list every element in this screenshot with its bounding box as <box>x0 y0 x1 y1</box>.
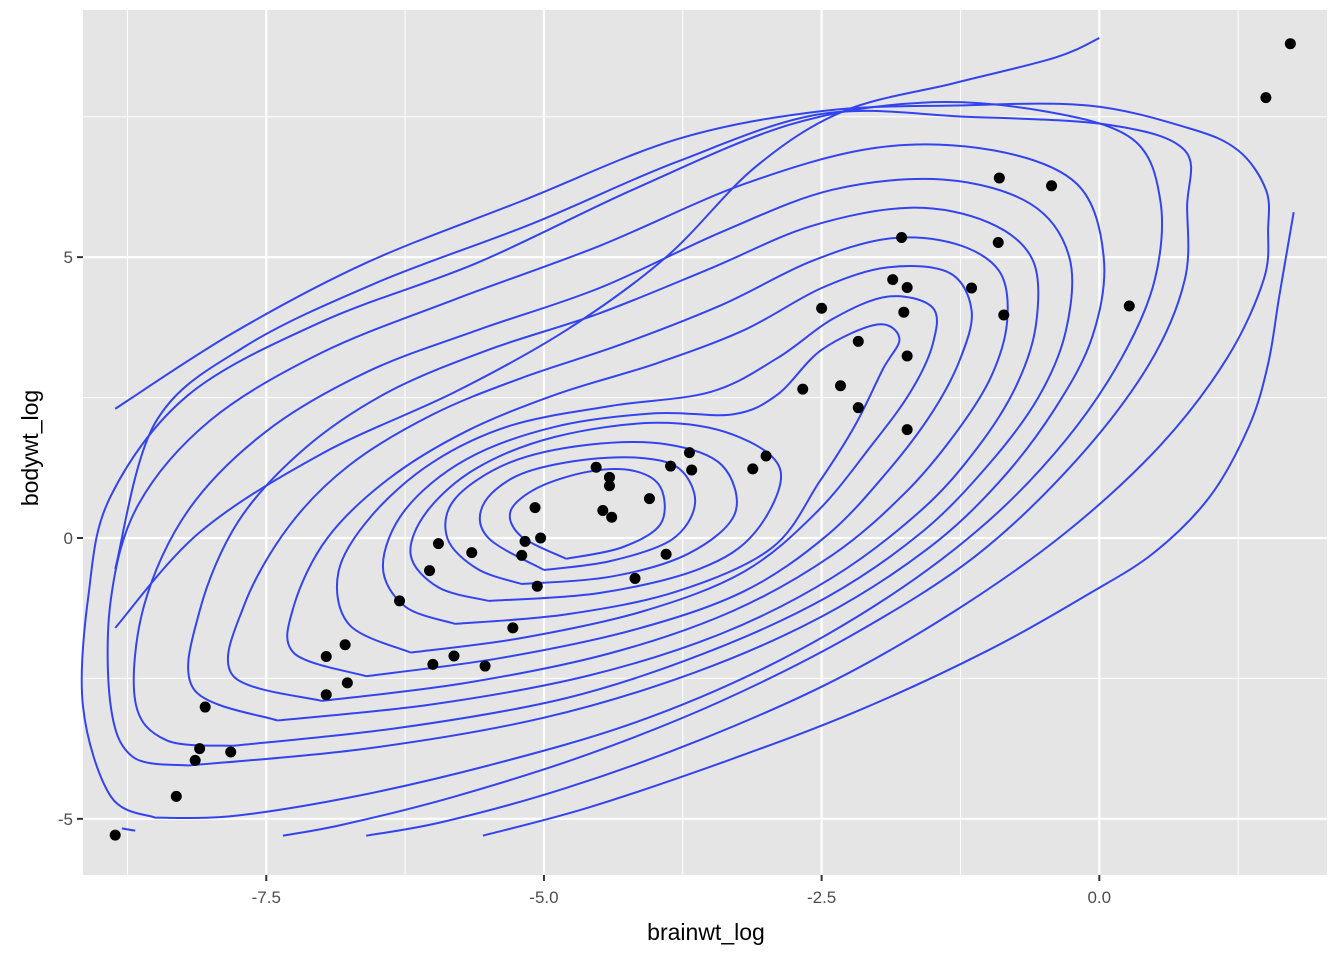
data-point-47 <box>966 282 978 294</box>
x-axis: -7.5 -5.0 -2.5 0.0 <box>252 875 1111 907</box>
minor-gridlines <box>83 10 1327 875</box>
contour-line-0 <box>508 468 666 560</box>
data-point-48 <box>993 172 1005 184</box>
data-point-22 <box>535 532 547 544</box>
data-point-5 <box>225 746 237 758</box>
contour-line-13 <box>114 109 1193 837</box>
data-point-45 <box>901 350 913 362</box>
data-point-29 <box>643 493 655 505</box>
data-points <box>109 38 1296 841</box>
data-point-42 <box>896 231 908 243</box>
data-point-16 <box>479 660 491 672</box>
y-axis-title: bodywt_log <box>17 390 43 506</box>
y-tick-label: -5 <box>58 810 73 829</box>
data-point-20 <box>529 502 541 514</box>
data-point-53 <box>1260 92 1272 104</box>
data-point-10 <box>394 595 406 607</box>
data-point-43 <box>898 306 910 318</box>
data-point-0 <box>109 829 121 841</box>
contour-line-14 <box>114 37 1100 629</box>
contour-line-16 <box>482 212 1295 837</box>
data-point-24 <box>597 504 609 516</box>
major-gridlines <box>83 10 1327 875</box>
contour-line-1 <box>478 456 697 571</box>
data-point-9 <box>341 677 353 689</box>
data-point-38 <box>835 380 847 392</box>
data-point-40 <box>852 402 864 414</box>
data-point-37 <box>816 302 828 314</box>
contour-line-3 <box>409 421 783 602</box>
contour-line-6 <box>286 265 973 678</box>
data-point-27 <box>606 511 618 523</box>
contour-line-11 <box>121 827 136 832</box>
data-point-4 <box>199 701 211 713</box>
data-point-26 <box>603 480 615 492</box>
data-point-3 <box>194 743 206 755</box>
x-tick-label: -5.0 <box>529 888 558 907</box>
data-point-52 <box>1123 300 1135 312</box>
contour-line-8 <box>187 206 1040 722</box>
data-point-19 <box>519 535 531 547</box>
data-point-35 <box>760 450 772 462</box>
data-point-7 <box>320 689 332 701</box>
plot-panel <box>83 10 1327 875</box>
contour-line-2 <box>444 441 738 585</box>
data-point-31 <box>665 460 677 472</box>
data-point-41 <box>887 274 899 286</box>
data-point-33 <box>686 464 698 476</box>
data-point-50 <box>998 309 1010 321</box>
contour-line-9 <box>132 177 1074 747</box>
data-point-34 <box>747 463 759 475</box>
data-point-30 <box>660 548 672 560</box>
x-tick-label: -2.5 <box>807 888 836 907</box>
contour-line-15 <box>114 102 1271 837</box>
data-point-25 <box>603 471 615 483</box>
data-point-36 <box>797 383 809 395</box>
contour-line-7 <box>227 236 1009 702</box>
data-point-17 <box>507 622 519 634</box>
data-point-23 <box>590 461 602 473</box>
data-point-8 <box>339 639 351 651</box>
contour-line-10 <box>106 143 1106 767</box>
data-point-6 <box>320 651 332 663</box>
data-point-12 <box>427 658 439 670</box>
data-point-11 <box>424 565 436 577</box>
data-point-32 <box>683 447 695 459</box>
contour-line-5 <box>335 295 938 654</box>
data-point-2 <box>189 754 201 766</box>
data-point-46 <box>901 424 913 436</box>
x-tick-label: -7.5 <box>252 888 281 907</box>
density-contours <box>80 37 1295 837</box>
data-point-21 <box>531 580 543 592</box>
data-point-13 <box>432 538 444 550</box>
data-point-54 <box>1284 38 1296 50</box>
data-point-28 <box>629 572 641 584</box>
data-point-14 <box>448 650 460 662</box>
x-axis-title: brainwt_log <box>647 919 765 945</box>
data-point-49 <box>992 237 1004 249</box>
data-point-1 <box>170 790 182 802</box>
data-point-44 <box>901 281 913 293</box>
y-tick-label: 0 <box>64 529 73 548</box>
data-point-18 <box>516 549 528 561</box>
data-point-15 <box>466 547 478 559</box>
data-point-51 <box>1046 180 1058 192</box>
x-tick-label: 0.0 <box>1087 888 1111 907</box>
y-axis: -5 0 5 <box>58 248 83 829</box>
y-tick-label: 5 <box>64 248 73 267</box>
contour-line-12 <box>80 101 1164 820</box>
contour-line-4 <box>381 323 901 625</box>
data-point-39 <box>852 335 864 347</box>
